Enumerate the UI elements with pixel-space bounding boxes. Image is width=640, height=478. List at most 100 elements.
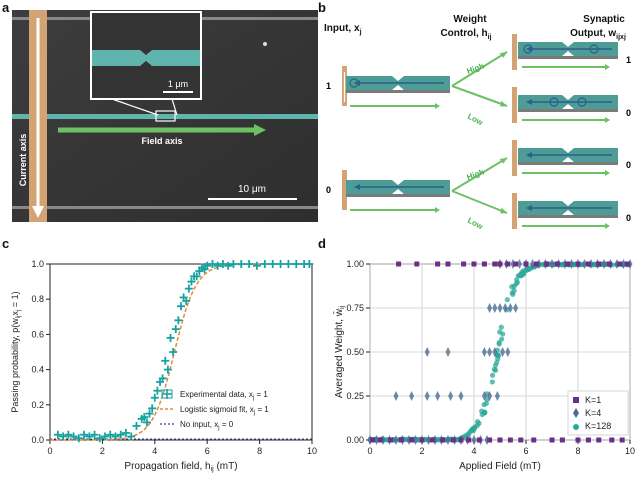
data-point (85, 432, 94, 441)
k4-point (413, 435, 418, 445)
data-point (229, 260, 238, 268)
data-point (69, 432, 78, 441)
k128-point (518, 273, 524, 279)
k1-point (565, 261, 571, 267)
current-axis-label: Current axis (18, 134, 28, 187)
output-value-1: 1 (626, 55, 631, 65)
data-point (305, 260, 314, 268)
output-wire-3 (518, 148, 618, 165)
k128-point (474, 419, 481, 425)
data-point (182, 296, 191, 305)
data-point (158, 374, 167, 383)
k128-point (483, 400, 489, 406)
data-point (224, 261, 233, 270)
plot-area (49, 263, 313, 441)
k1-point (619, 437, 625, 443)
data-point (64, 430, 73, 439)
data-point (245, 260, 254, 268)
output-header-2: Output, w (570, 28, 616, 39)
data-point (140, 413, 149, 422)
x-tick-label: 8 (575, 446, 580, 456)
data-point (153, 386, 162, 395)
k4-point (621, 259, 626, 269)
k4-point (494, 391, 500, 401)
data-point (171, 325, 180, 334)
data-point (161, 356, 170, 365)
x-axis-label: Propagation field, hij (mT) (124, 461, 237, 473)
data-point (203, 261, 212, 270)
data-point (106, 430, 115, 439)
output-header: Synaptic (583, 14, 625, 25)
y-tick-label: 0.2 (31, 400, 44, 410)
k4-point (481, 347, 487, 357)
branch-arrow-3 (451, 190, 508, 214)
k4-point (487, 347, 493, 357)
main-scale-label: 10 μm (238, 184, 266, 195)
data-point (177, 302, 185, 311)
x-tick-label: 0 (47, 446, 52, 456)
k1-point (513, 261, 519, 267)
data-point (90, 430, 99, 439)
k1-point (370, 437, 376, 443)
output-value-2: 0 (626, 108, 631, 118)
branch-arrow-0 (451, 51, 508, 87)
k4-point (458, 391, 464, 401)
k4-point (448, 391, 454, 401)
k4-point (471, 435, 477, 445)
input-value-1: 1 (326, 81, 331, 91)
data-point (237, 260, 246, 268)
low-label-1: Low (466, 112, 485, 128)
x-tick-label: 10 (625, 446, 635, 456)
high-label-1: High (466, 61, 486, 76)
y-tick-label: 0.75 (346, 303, 364, 313)
bottom-wire (12, 206, 318, 209)
k4-point (513, 303, 519, 313)
k1-point (518, 437, 524, 443)
data-point (150, 393, 159, 402)
k1-point (388, 437, 394, 443)
data-point (284, 260, 293, 268)
legend-label-2: K=128 (585, 421, 611, 431)
k4-point (601, 259, 607, 269)
data-point (184, 284, 193, 293)
data-point (111, 432, 120, 441)
data-point (213, 261, 222, 270)
k1-point (585, 261, 591, 267)
branch-arrow-2 (451, 157, 508, 192)
y-tick-label: 0.25 (346, 391, 364, 401)
legend-label-0: K=1 (585, 395, 601, 405)
svg-text:Control, hij: Control, hij (440, 28, 491, 41)
k1-point (609, 437, 615, 443)
data-point (166, 333, 175, 342)
weight-header: Weight (453, 14, 487, 25)
k1-point (575, 261, 581, 267)
output-current (512, 140, 517, 176)
legend: K=1 K=4 K=128 (567, 390, 629, 436)
svg-text:Input, xj: Input, xj (324, 23, 362, 36)
k1-point (409, 437, 415, 443)
k1-point (585, 437, 591, 443)
synapse-schematic: Input, xj Weight Control, hij Synaptic O… (324, 14, 631, 232)
data-point (127, 432, 136, 441)
data-point (260, 260, 269, 268)
branch-arrow-1 (451, 85, 508, 107)
y-tick-label: 1.0 (31, 259, 44, 269)
y-tick-label: 0.50 (346, 347, 364, 357)
y-tick-label: 0.00 (346, 435, 364, 445)
k1-point (554, 261, 560, 267)
k4-point (582, 259, 587, 269)
output-current (512, 193, 517, 229)
k4-point (481, 391, 487, 401)
low-label-0: Low (466, 216, 485, 232)
k4-point (497, 303, 503, 313)
x-tick-label: 2 (100, 446, 105, 456)
k4-point (487, 391, 493, 401)
y-tick-label: 0.8 (31, 294, 44, 304)
k1-point (531, 437, 537, 443)
data-point (142, 418, 151, 427)
output-wire-2 (518, 95, 618, 112)
input-wire-1 (346, 76, 450, 93)
k1-point (440, 437, 446, 443)
k128-point (489, 379, 495, 385)
output-current (512, 34, 517, 70)
